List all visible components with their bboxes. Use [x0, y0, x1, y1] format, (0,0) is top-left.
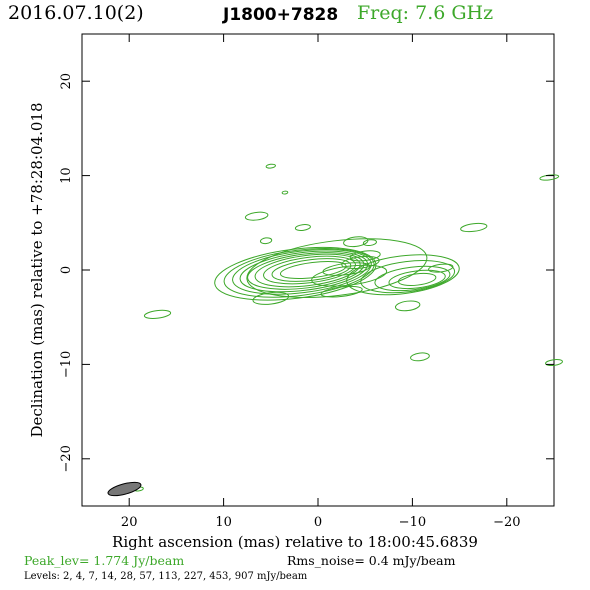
island-contour-14 — [410, 352, 430, 362]
island-contour-2 — [244, 211, 269, 221]
island-contour-1 — [281, 190, 289, 195]
jet-contour-9 — [320, 285, 363, 298]
x-tick-label-3: −10 — [399, 515, 426, 530]
header-frequency: Freq: 7.6 GHz — [357, 2, 494, 24]
island-contour-13 — [394, 300, 421, 312]
jet-contour-2 — [374, 265, 451, 292]
y-tick-label-1: 10 — [59, 167, 74, 184]
axis-ticks: 20 10 0 −10 −20 20 10 0 −10 −20 — [59, 34, 554, 530]
core-contour-1 — [271, 258, 352, 282]
core-contour-4 — [247, 252, 365, 290]
island-contour-4 — [362, 239, 377, 247]
island-contour-12 — [252, 291, 290, 305]
beam-ellipse — [107, 481, 142, 497]
jet-contour-7 — [341, 255, 380, 270]
y-tick-label-3: −10 — [59, 351, 74, 378]
y-tick-label-4: −20 — [59, 445, 74, 472]
y-tick-label-2: 0 — [59, 266, 74, 274]
jet-contour-1 — [388, 269, 446, 290]
jet-contour-4 — [346, 254, 460, 296]
jet-contour-6 — [311, 264, 388, 287]
jet-contour-8 — [349, 250, 381, 262]
x-tick-label-2: 0 — [314, 515, 322, 530]
island-contour-8 — [460, 222, 488, 233]
island-contour-6 — [259, 237, 273, 245]
x-tick-label-1: 10 — [215, 515, 232, 530]
x-tick-label-0: 20 — [121, 515, 138, 530]
core-contour-6 — [232, 249, 372, 295]
core-contour-3 — [254, 253, 361, 288]
core-contour-2 — [263, 255, 356, 285]
x-tick-label-4: −20 — [493, 515, 520, 530]
contour-levels: Levels: 2, 4, 7, 14, 28, 57, 113, 227, 4… — [24, 571, 308, 582]
core-contour-7 — [223, 248, 375, 298]
island-contour-5 — [294, 224, 311, 231]
island-contour-7 — [428, 263, 454, 273]
x-axis-label: Right ascension (mas) relative to 18:00:… — [112, 533, 478, 551]
header-date: 2016.07.10(2) — [8, 2, 144, 24]
beam-shape — [107, 481, 142, 497]
core-contour-0 — [279, 260, 347, 280]
jet-contour-3 — [360, 260, 456, 294]
contour-layer — [133, 163, 563, 492]
island-contour-0 — [265, 163, 276, 169]
island-contour-15 — [545, 359, 563, 367]
plot-frame — [81, 33, 555, 507]
peak-level: Peak_lev= 1.774 Jy/beam — [24, 553, 185, 568]
island-contour-16 — [246, 238, 428, 298]
y-tick-label-0: 20 — [59, 73, 74, 90]
island-contour-10 — [143, 309, 172, 319]
rms-noise: Rms_noise= 0.4 mJy/beam — [287, 553, 456, 568]
header-source: J1800+7828 — [223, 5, 339, 25]
island-contour-9 — [539, 174, 560, 181]
y-axis-label: Declination (mas) relative to +78:28:04.… — [28, 102, 46, 437]
